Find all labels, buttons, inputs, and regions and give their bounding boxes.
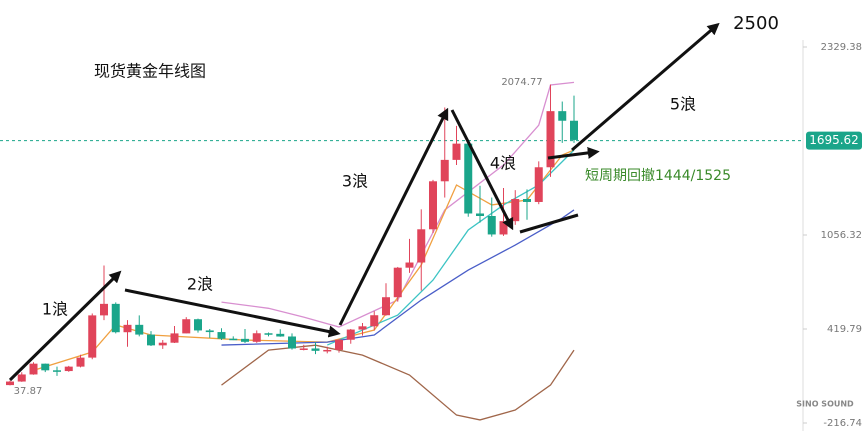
candle-body [53, 370, 61, 372]
candle-body [370, 315, 379, 327]
y-tick-label: -216.74 [823, 418, 862, 429]
candle-body [487, 215, 496, 235]
candle-body [499, 221, 508, 235]
candle-body [511, 199, 520, 222]
retrace-note: 短周期回撤1444/1525 [585, 168, 731, 184]
plot: -216.74 419.79 1056.32 2329.38 1695.62 [0, 42, 862, 429]
last-price-label: 1695.62 [809, 133, 859, 147]
candle-body [346, 329, 355, 340]
candle-body [440, 159, 449, 182]
candle-body [135, 324, 144, 335]
arrow [547, 146, 600, 160]
candle-body [476, 213, 484, 216]
candle-body [382, 297, 390, 316]
candle-body [546, 111, 555, 168]
candle-body [29, 363, 38, 375]
candle-body [335, 339, 343, 350]
target-label: 2500 [733, 13, 779, 34]
candle-body [217, 332, 226, 339]
candle-body [158, 342, 167, 346]
candle-body [393, 267, 402, 298]
candle-body [17, 374, 26, 382]
arrow [450, 109, 514, 231]
candle-body [111, 303, 120, 333]
candle-body [147, 334, 155, 346]
arrow [124, 288, 341, 338]
candle-body [452, 143, 461, 160]
arrow [571, 22, 720, 152]
candle-body [41, 363, 50, 371]
arrows [8, 22, 720, 382]
candle-body [64, 366, 73, 372]
candle-body [558, 111, 567, 121]
candle-body [288, 336, 296, 349]
wave-label: 2浪 [187, 275, 213, 294]
candle-body [194, 319, 202, 331]
y-tick-label: 419.79 [827, 324, 862, 335]
candle-body [299, 348, 308, 350]
candle-body [100, 303, 108, 316]
candle-body [570, 120, 578, 140]
candle-body [311, 348, 320, 351]
y-tick-label: 1056.32 [821, 230, 862, 241]
high-label: 2074.77 [501, 77, 542, 88]
candle-body [76, 357, 85, 367]
low-label: 37.87 [14, 386, 43, 397]
candle-body [205, 330, 214, 333]
candle-body [429, 181, 437, 230]
ma-line [33, 149, 575, 371]
chart-title: 现货黄金年线图 [94, 62, 206, 81]
candle-body [229, 338, 238, 341]
candle-body [170, 333, 179, 343]
candle-body [276, 333, 285, 337]
candle-body [405, 262, 414, 268]
candle-body [323, 349, 332, 352]
candle-body [6, 381, 14, 386]
candle-body [264, 333, 273, 335]
candle-body [123, 324, 132, 333]
candle-body [417, 229, 426, 263]
arrow [338, 107, 449, 326]
wave-label: 1浪 [42, 300, 68, 319]
wave-label: 3浪 [342, 172, 368, 191]
candle-body [252, 333, 261, 342]
y-tick-label: 2329.38 [821, 42, 862, 53]
candle-body [358, 326, 367, 330]
last-price-box [806, 131, 862, 150]
arrow [519, 213, 579, 234]
arrow [8, 270, 122, 382]
candle-body [523, 199, 531, 202]
wave-label: 4浪 [490, 154, 516, 173]
watermark: SINO SOUND [796, 400, 854, 409]
candle-body [534, 167, 543, 202]
ma-line [221, 344, 575, 421]
candle-body [241, 338, 249, 342]
candle-body [464, 143, 473, 214]
candle-body [88, 315, 97, 358]
candle-body [182, 319, 191, 334]
wave-label: 5浪 [670, 95, 696, 114]
